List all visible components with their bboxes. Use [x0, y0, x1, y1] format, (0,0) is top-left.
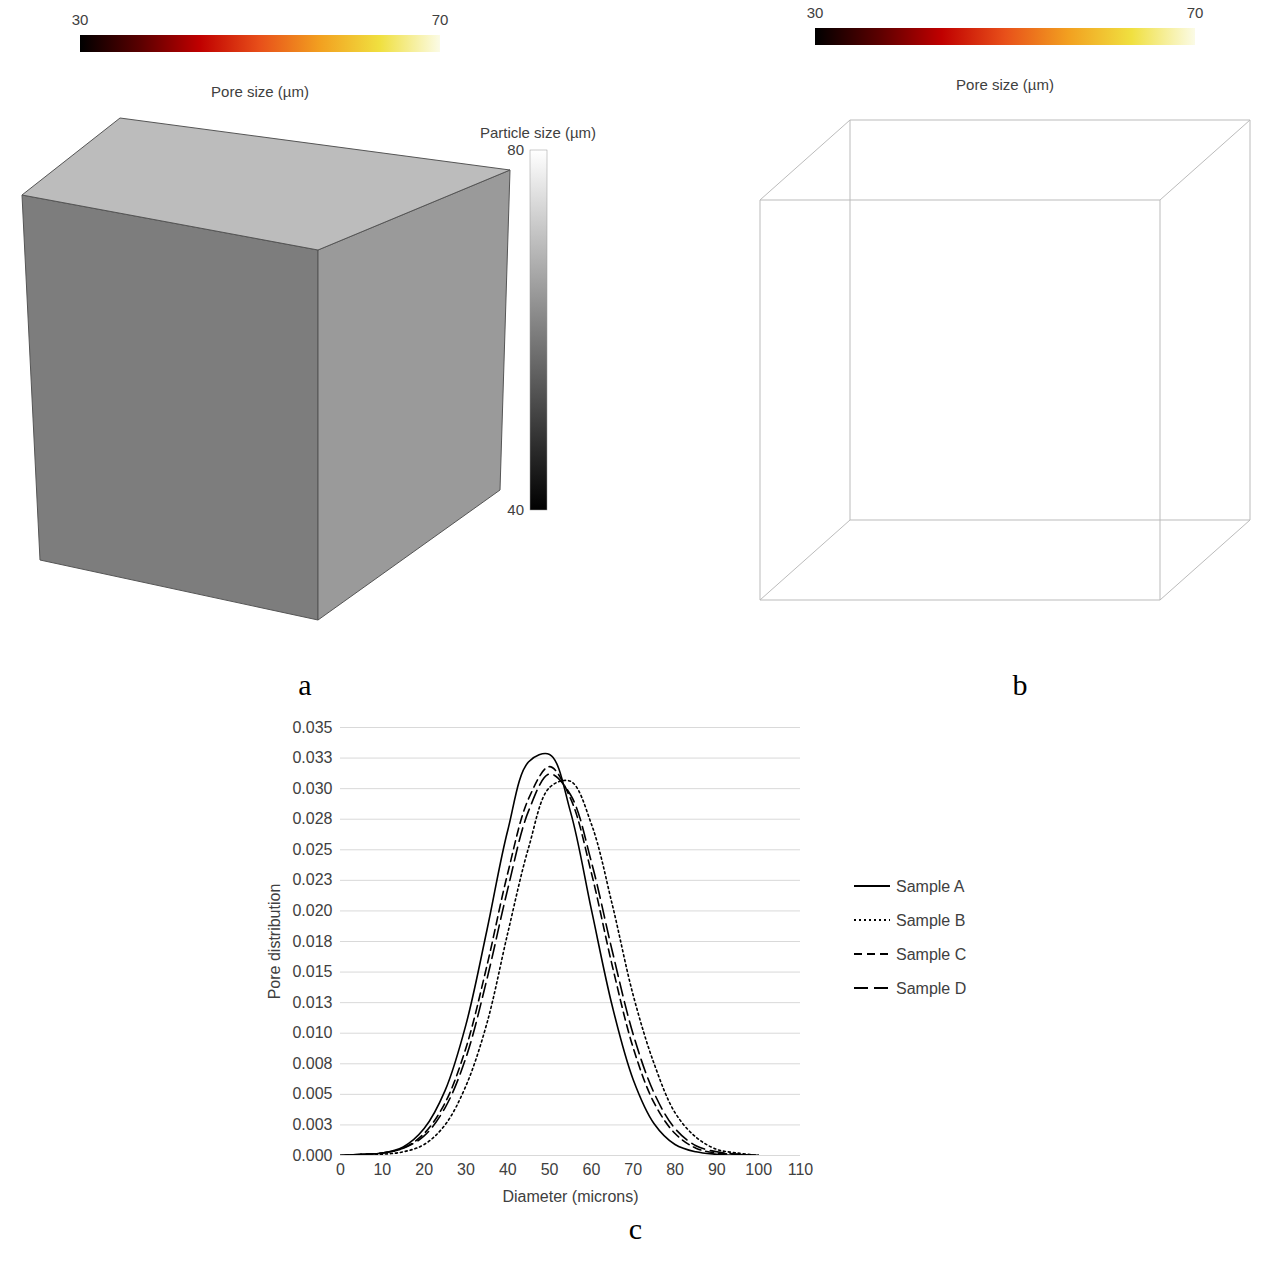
svg-text:Sample D: Sample D: [896, 980, 966, 997]
svg-text:70: 70: [432, 11, 449, 28]
svg-text:0.003: 0.003: [292, 1116, 332, 1133]
svg-text:40: 40: [507, 501, 524, 518]
svg-text:110: 110: [788, 1161, 814, 1178]
svg-text:20: 20: [415, 1161, 433, 1178]
svg-text:70: 70: [624, 1161, 642, 1178]
svg-text:80: 80: [666, 1161, 684, 1178]
svg-text:0.000: 0.000: [292, 1147, 332, 1164]
svg-text:30: 30: [807, 4, 824, 21]
svg-text:Pore size (µm): Pore size (µm): [211, 83, 309, 100]
svg-text:60: 60: [583, 1161, 601, 1178]
svg-text:b: b: [1013, 668, 1028, 701]
svg-text:Sample C: Sample C: [896, 946, 966, 963]
svg-text:a: a: [298, 668, 311, 701]
svg-text:0.033: 0.033: [292, 749, 332, 766]
svg-text:0.010: 0.010: [292, 1024, 332, 1041]
svg-text:Sample B: Sample B: [896, 912, 965, 929]
svg-text:0.018: 0.018: [292, 933, 332, 950]
svg-text:0.013: 0.013: [292, 994, 332, 1011]
svg-text:0.025: 0.025: [292, 841, 332, 858]
svg-text:0.005: 0.005: [292, 1085, 332, 1102]
svg-text:30: 30: [72, 11, 89, 28]
svg-text:Particle size (µm): Particle size (µm): [480, 124, 596, 141]
svg-text:80: 80: [507, 141, 524, 158]
svg-text:50: 50: [541, 1161, 559, 1178]
svg-text:90: 90: [708, 1161, 726, 1178]
html-text:c: c: [628, 1212, 643, 1245]
svg-text:Pore distribution: Pore distribution: [266, 884, 283, 1000]
svg-text:70: 70: [1187, 4, 1204, 21]
svg-text:0.015: 0.015: [292, 963, 332, 980]
svg-text:0: 0: [336, 1161, 345, 1178]
svg-text:0.023: 0.023: [292, 871, 332, 888]
svg-text:Sample A: Sample A: [896, 878, 965, 895]
svg-text:Pore size (µm): Pore size (µm): [956, 76, 1054, 93]
svg-text:0.028: 0.028: [292, 810, 332, 827]
svg-text:Diameter (microns): Diameter (microns): [502, 1188, 638, 1205]
svg-text:40: 40: [499, 1161, 517, 1178]
svg-text:0.020: 0.020: [292, 902, 332, 919]
svg-text:0.035: 0.035: [292, 719, 332, 736]
svg-text:0.008: 0.008: [292, 1055, 332, 1072]
svg-text:0.030: 0.030: [292, 780, 332, 797]
svg-text:30: 30: [457, 1161, 475, 1178]
svg-text:100: 100: [745, 1161, 772, 1178]
svg-text:10: 10: [373, 1161, 391, 1178]
